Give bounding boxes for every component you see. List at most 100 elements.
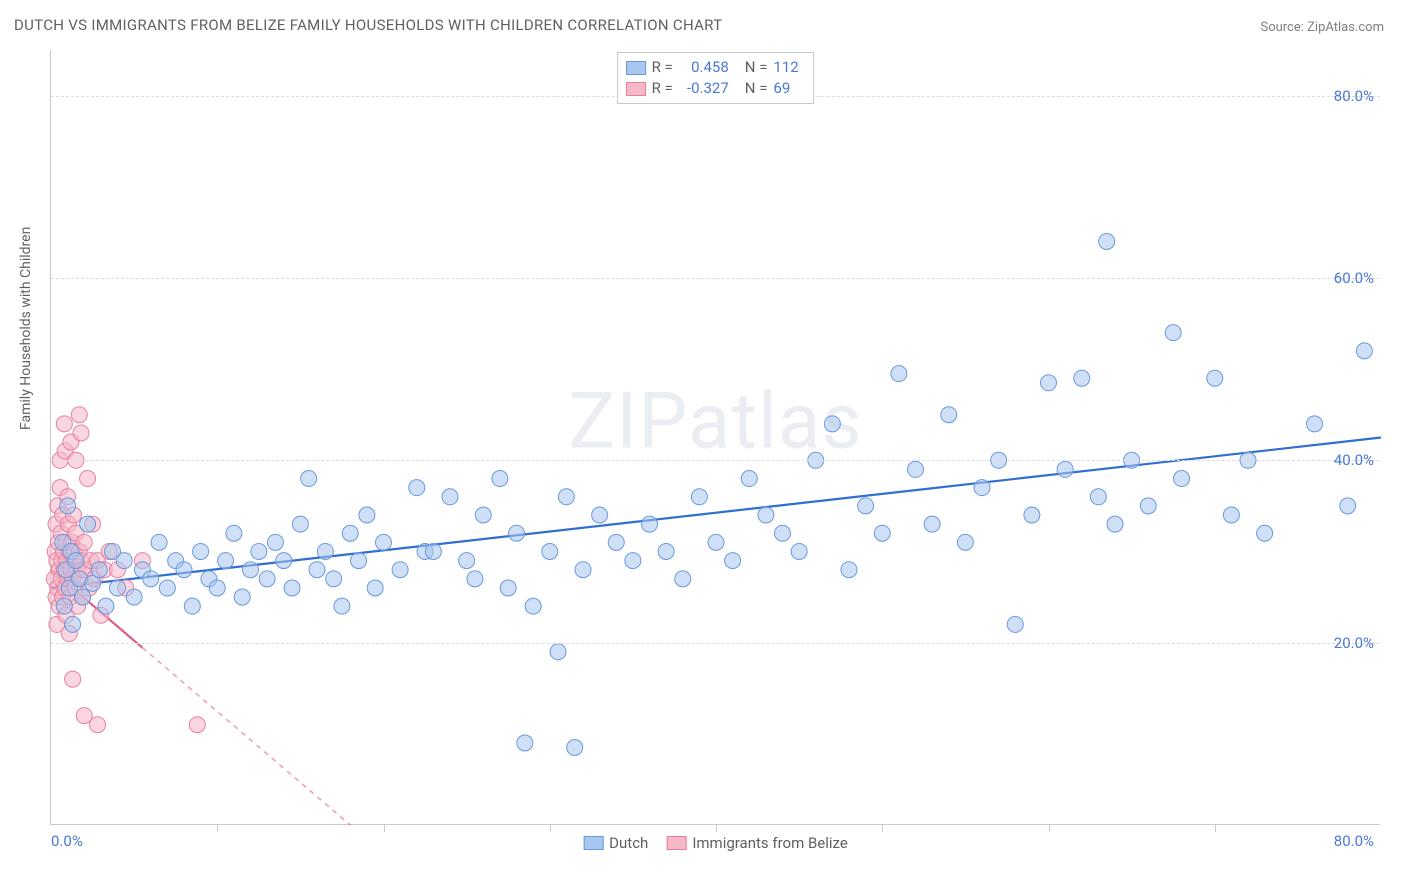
stat-r-value-dutch: 0.458	[679, 57, 729, 78]
data-point	[924, 516, 940, 532]
stat-r-value-belize: -0.327	[679, 78, 729, 99]
data-point	[1074, 370, 1090, 386]
x-tick	[550, 824, 551, 832]
data-point	[550, 644, 566, 660]
data-point	[475, 507, 491, 523]
data-point	[675, 571, 691, 587]
legend-row-belize: R = -0.327 N = 69	[626, 78, 804, 99]
source-attribution: Source: ZipAtlas.com	[1260, 20, 1384, 35]
data-point	[841, 562, 857, 578]
stat-n-label: N =	[745, 78, 768, 99]
x-tick	[1215, 824, 1216, 832]
data-point	[1257, 525, 1273, 541]
data-point	[592, 507, 608, 523]
data-point	[575, 562, 591, 578]
y-tick-label: 20.0%	[1334, 634, 1374, 652]
x-axis-min-label: 0.0%	[51, 832, 83, 850]
data-point	[176, 562, 192, 578]
data-point	[642, 516, 658, 532]
legend-swatch-dutch	[626, 61, 646, 75]
gridline-h	[51, 460, 1380, 461]
x-tick	[1049, 824, 1050, 832]
data-point	[259, 571, 275, 587]
data-point	[941, 407, 957, 423]
y-axis-label: Family Households with Children	[18, 227, 34, 430]
data-point	[159, 580, 175, 596]
stat-n-value-belize: 69	[773, 78, 803, 99]
data-point	[60, 498, 76, 514]
data-point	[1174, 471, 1190, 487]
data-point	[71, 407, 87, 423]
data-point	[974, 480, 990, 496]
data-point	[442, 489, 458, 505]
data-point	[334, 598, 350, 614]
data-point	[1340, 498, 1356, 514]
data-point	[342, 525, 358, 541]
data-point	[392, 562, 408, 578]
data-point	[567, 740, 583, 756]
data-point	[73, 425, 89, 441]
legend-item-belize: Immigrants from Belize	[666, 834, 848, 852]
data-point	[409, 480, 425, 496]
data-point	[1307, 416, 1323, 432]
data-point	[509, 525, 525, 541]
data-point	[251, 543, 267, 559]
data-point	[824, 416, 840, 432]
data-point	[758, 507, 774, 523]
data-point	[189, 717, 205, 733]
data-point	[957, 534, 973, 550]
data-point	[625, 553, 641, 569]
legend-row-dutch: R = 0.458 N = 112	[626, 57, 804, 78]
data-point	[351, 553, 367, 569]
data-point	[517, 735, 533, 751]
data-point	[1140, 498, 1156, 514]
data-point	[90, 717, 106, 733]
data-point	[75, 589, 91, 605]
data-point	[467, 571, 483, 587]
chart-title: DUTCH VS IMMIGRANTS FROM BELIZE FAMILY H…	[14, 16, 722, 34]
data-point	[243, 562, 259, 578]
data-point	[1041, 375, 1057, 391]
data-point	[56, 598, 72, 614]
data-point	[459, 553, 475, 569]
data-point	[1099, 233, 1115, 249]
data-point	[367, 580, 383, 596]
data-point	[1223, 507, 1239, 523]
data-point	[126, 589, 142, 605]
data-point	[1107, 516, 1123, 532]
data-point	[151, 534, 167, 550]
data-point	[267, 534, 283, 550]
data-point	[908, 461, 924, 477]
data-point	[492, 471, 508, 487]
data-point	[1024, 507, 1040, 523]
stat-r-label: R =	[652, 57, 673, 78]
data-point	[775, 525, 791, 541]
data-point	[891, 366, 907, 382]
data-point	[116, 553, 132, 569]
data-point	[91, 562, 107, 578]
data-point	[858, 498, 874, 514]
data-point	[500, 580, 516, 596]
gridline-h	[51, 278, 1380, 279]
data-point	[1057, 461, 1073, 477]
data-point	[68, 553, 84, 569]
data-point	[317, 543, 333, 559]
data-point	[725, 553, 741, 569]
data-point	[425, 543, 441, 559]
data-point	[326, 571, 342, 587]
plot-area: ZIPatlas R = 0.458 N = 112 R = -0.327 N …	[50, 50, 1380, 825]
data-point	[1207, 370, 1223, 386]
data-point	[874, 525, 890, 541]
data-point	[691, 489, 707, 505]
data-point	[98, 598, 114, 614]
legend-label-dutch: Dutch	[609, 834, 648, 852]
data-point	[292, 516, 308, 532]
data-point	[1090, 489, 1106, 505]
data-point	[301, 471, 317, 487]
data-point	[276, 553, 292, 569]
data-point	[65, 616, 81, 632]
data-point	[658, 543, 674, 559]
stat-n-value-dutch: 112	[773, 57, 803, 78]
correlation-legend: R = 0.458 N = 112 R = -0.327 N = 69	[617, 52, 815, 104]
x-tick	[217, 824, 218, 832]
